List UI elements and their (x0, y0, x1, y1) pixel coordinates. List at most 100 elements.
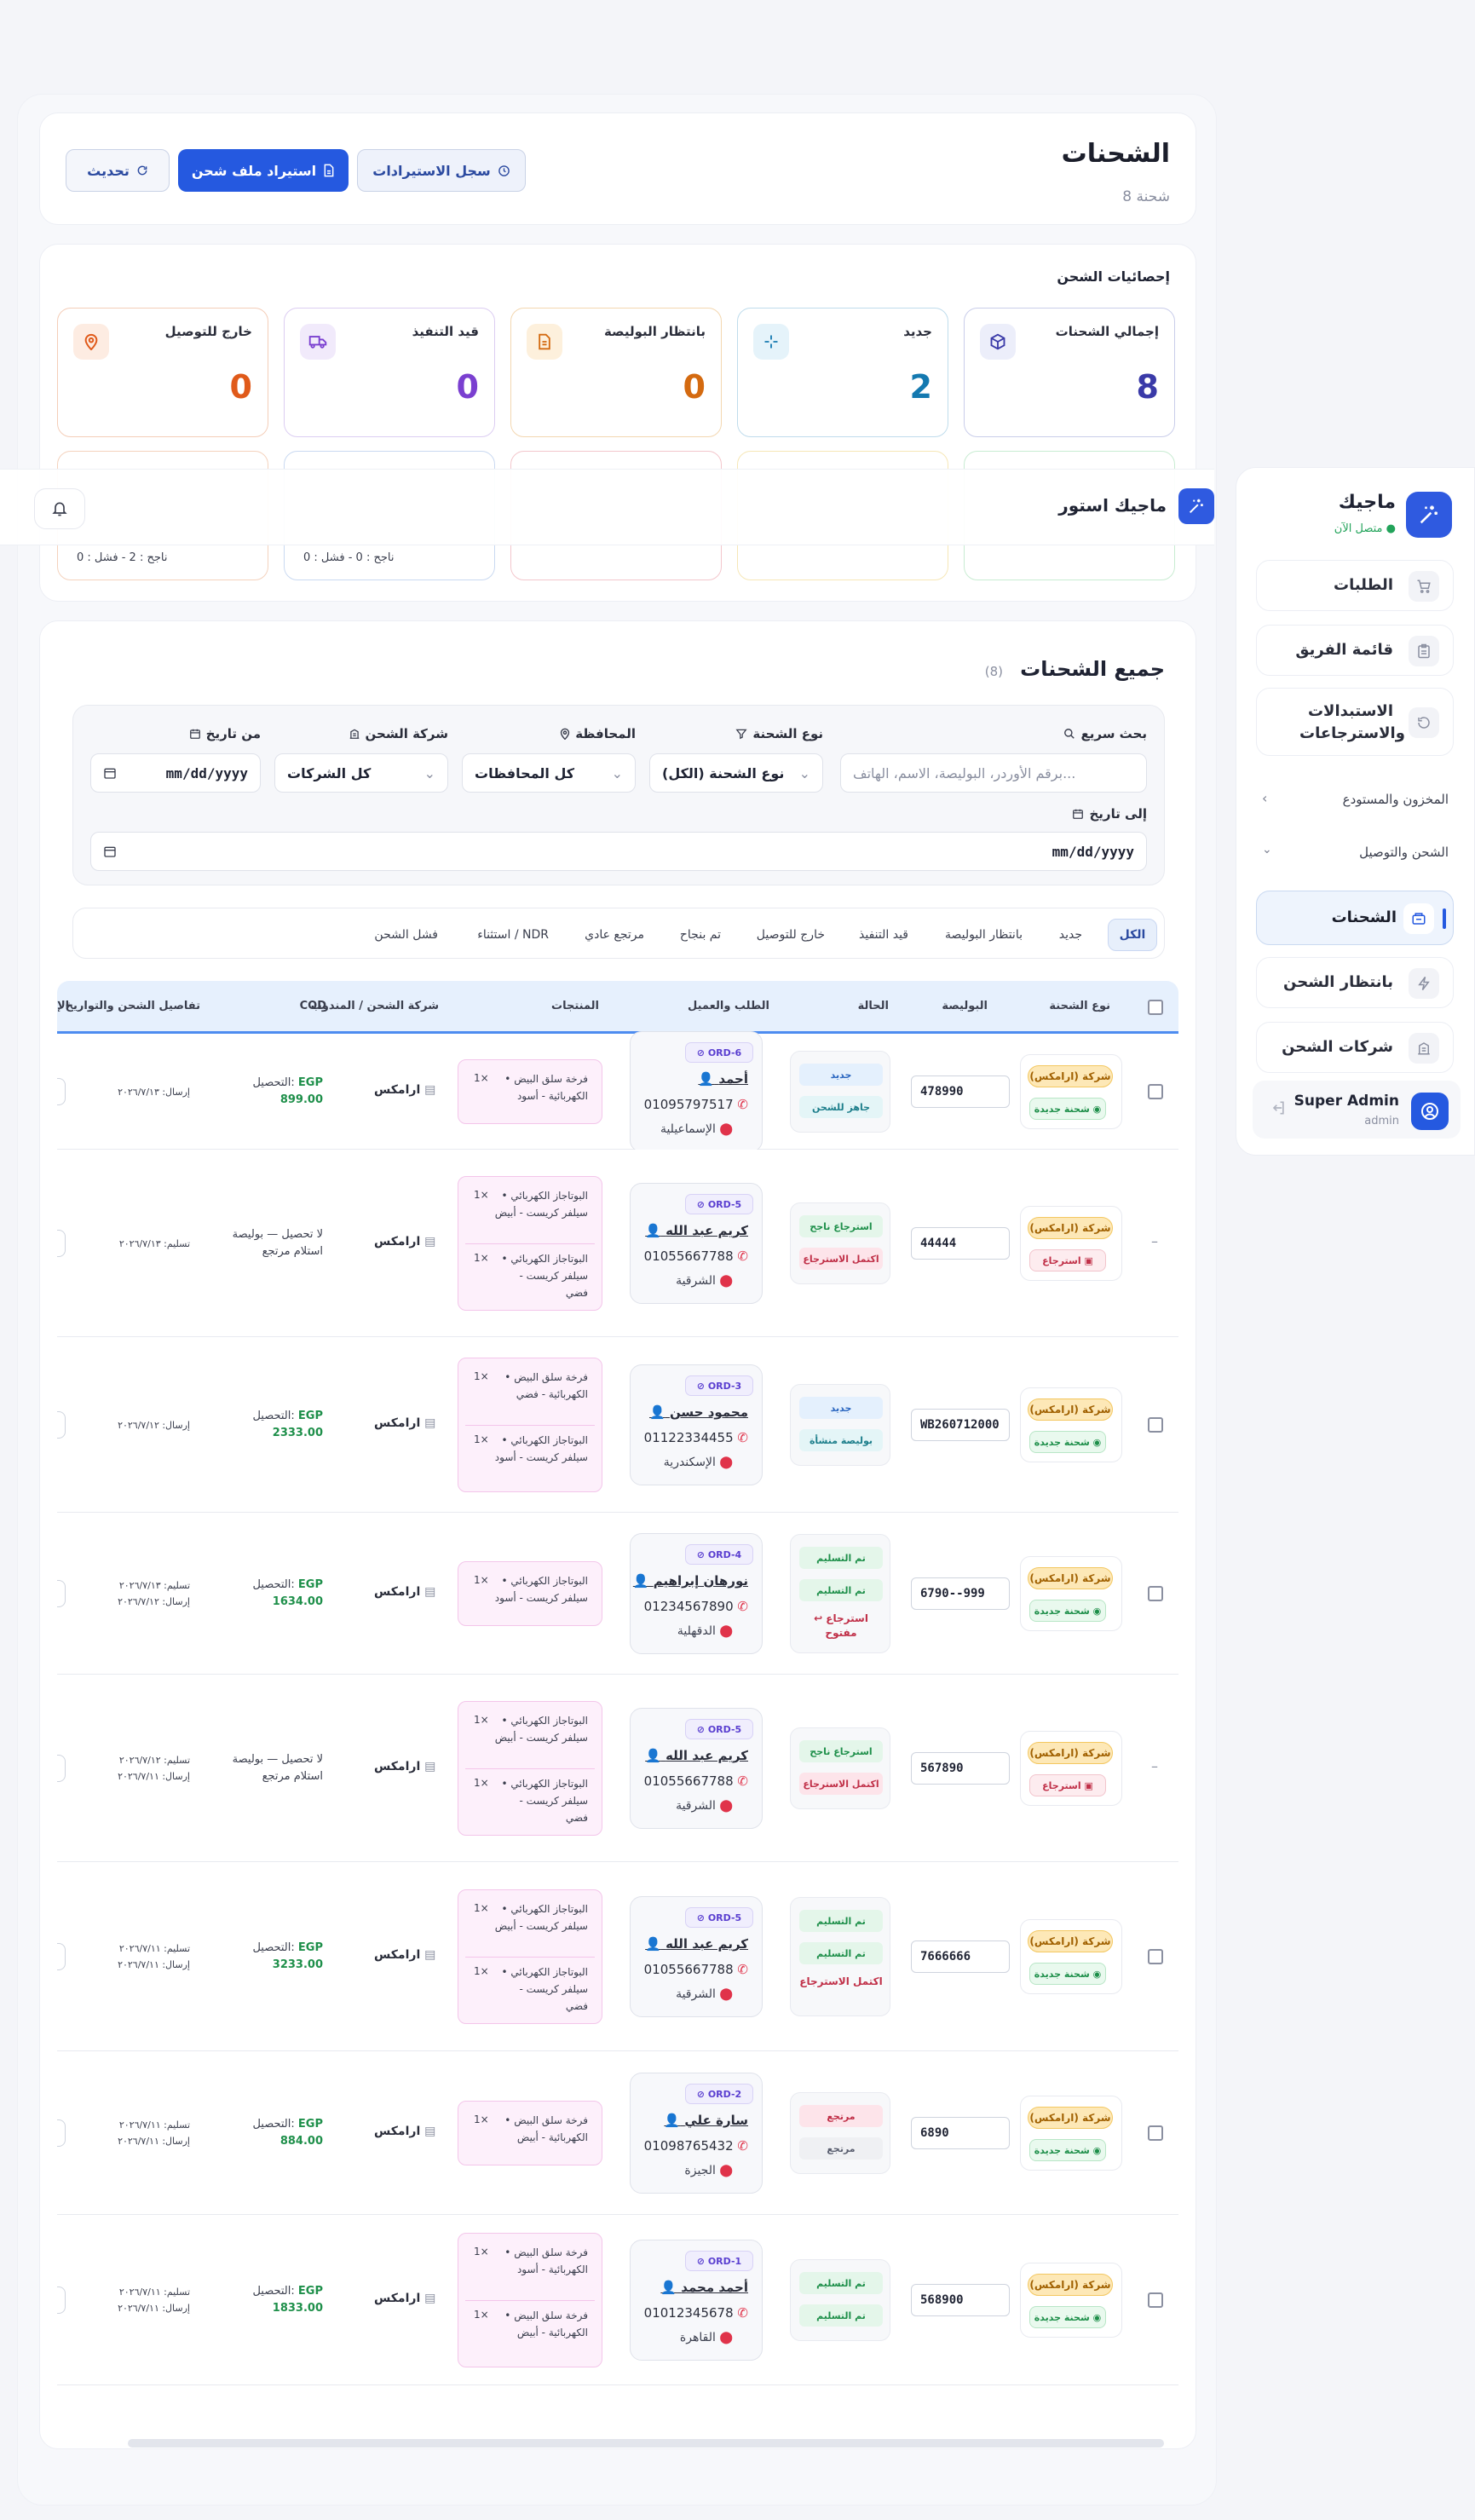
tab-exception-ndr[interactable]: استثناء / NDR (477, 928, 549, 942)
order-id-badge[interactable]: ⊘ ORD-6 (685, 1042, 753, 1063)
customer-name[interactable]: 👤 أحمد (698, 1071, 748, 1087)
select-all-checkbox[interactable] (1148, 1000, 1163, 1015)
shipping-date: إرسال: ٢٠٢٦/٧/١١ (118, 1771, 190, 1782)
row-checkbox[interactable] (1148, 1586, 1163, 1601)
row-action-cut[interactable] (57, 1078, 66, 1105)
awb-input[interactable]: 7666666 (911, 1940, 1010, 1973)
sidebar-item-orders[interactable]: الطلبات (1256, 560, 1454, 611)
shipment-type-select[interactable]: نوع الشحنة (الكل) ⌄ (649, 753, 823, 793)
notifications-button[interactable] (34, 488, 85, 529)
sidebar-item-shipments[interactable]: الشحنات (1256, 891, 1454, 945)
shipment-kind-label: شحنة جديدة (1034, 2311, 1090, 2323)
stat-card-out-for-delivery[interactable]: خارج للتوصيل 0 (57, 308, 268, 437)
table-row[interactable]: – شركة (ارامكس) استرجاع ▣ 44444 استرجاع ن… (57, 1150, 1178, 1337)
shipping-date: إرسال: ٢٠٢٦/٧/١٢ (118, 1419, 190, 1431)
row-action-cut[interactable] (57, 1411, 66, 1439)
governorate-select[interactable]: كل المحافظات ⌄ (462, 753, 636, 793)
calendar-icon (104, 846, 116, 857)
stat-card-new[interactable]: جديد 2 (737, 308, 948, 437)
awb-input[interactable]: WB260712000 (911, 1409, 1010, 1441)
stat-card-total[interactable]: إجمالي الشحنات 8 (964, 308, 1175, 437)
sidebar-item-team[interactable]: قائمة الفريق (1256, 625, 1454, 676)
row-action-cut[interactable] (57, 1580, 66, 1607)
customer-name[interactable]: 👤 كريم عبد الله (645, 1223, 748, 1238)
row-action-cut[interactable] (57, 2119, 66, 2147)
stat-card-awaiting-awb[interactable]: بانتظار البوليصة 0 (510, 308, 722, 437)
chevron-left-icon[interactable]: ‹ (1262, 790, 1268, 806)
table-row[interactable]: شركة (ارامكس) شحنة جديدة ◉ 568900 تم التس… (57, 2215, 1178, 2385)
tab-success[interactable]: تم بنجاح (679, 928, 721, 942)
customer-name[interactable]: 👤 نورهان إبراهيم (633, 1573, 748, 1589)
sidebar-item-exchanges-returns[interactable]: الاستبدالات والاسترجاعات (1256, 688, 1454, 756)
row-checkbox[interactable] (1148, 2292, 1163, 2308)
customer-name[interactable]: 👤 سارة علي (664, 2113, 748, 2128)
stat-card-in-progress[interactable]: قيد التنفيذ 0 (284, 308, 495, 437)
phone-icon: ✆ (737, 1248, 748, 1264)
cod-cell: لا تحصيل — بوليصة استلام مرتجع (232, 1228, 323, 1258)
order-id-badge[interactable]: ⊘ ORD-3 (685, 1375, 753, 1396)
table-row[interactable]: شركة (ارامكس) شحنة جديدة ◉ 6790--999 تم ا… (57, 1513, 1178, 1675)
logout-icon[interactable] (1270, 1099, 1287, 1120)
tab-normal-return[interactable]: مرتجع عادي (585, 928, 644, 942)
table-row[interactable]: شركة (ارامكس) شحنة جديدة ◉ 6890 مرتجع مرتج… (57, 2051, 1178, 2215)
tab-awaiting-awb[interactable]: بانتظار البوليصة (945, 928, 1023, 942)
status-pill: استرجاع ناجح (799, 1215, 883, 1237)
row-expand-dash[interactable]: – (1151, 1233, 1158, 1249)
table-row[interactable]: شركة (ارامكس) شحنة جديدة ◉ 478990 جديد جاه… (57, 1031, 1178, 1152)
awb-input[interactable]: 6790--999 (911, 1577, 1010, 1610)
row-action-cut[interactable] (57, 2286, 66, 2314)
city-name: الشرقية (676, 1799, 716, 1813)
company-value: كل الشركات (287, 764, 372, 781)
awb-input[interactable]: 478990 (911, 1075, 1010, 1108)
import-log-button[interactable]: سجل الاستيرادات (357, 149, 526, 192)
tab-failed[interactable]: فشل الشحن (374, 928, 438, 942)
table-row[interactable]: شركة (ارامكس) شحنة جديدة ◉ WB260712000 جد… (57, 1337, 1178, 1513)
row-checkbox[interactable] (1148, 2125, 1163, 2141)
table-row[interactable]: شركة (ارامكس) شحنة جديدة ◉ 7666666 تم الت… (57, 1862, 1178, 2051)
sidebar-section-warehouse[interactable]: المخزون والمستودع (1342, 792, 1449, 807)
status-pill: تم التسليم (799, 2304, 883, 2327)
row-action-cut[interactable] (57, 1755, 66, 1782)
row-checkbox[interactable] (1148, 1417, 1163, 1433)
city-name: الشرقية (676, 1274, 716, 1288)
dates-cell: إرسال: ٢٠٢٦/٧/١٣ (118, 1084, 190, 1100)
row-expand-dash[interactable]: – (1151, 1758, 1158, 1774)
company-select[interactable]: كل الشركات ⌄ (274, 753, 448, 793)
customer-name[interactable]: 👤 محمود حسن (649, 1404, 748, 1420)
row-checkbox[interactable] (1148, 1949, 1163, 1964)
tab-in-progress[interactable]: قيد التنفيذ (859, 928, 908, 942)
row-action-cut[interactable] (57, 1943, 66, 1970)
from-date-input[interactable]: mm/dd/yyyy (90, 753, 261, 793)
order-id-badge[interactable]: ⊘ ORD-1 (685, 2251, 753, 2271)
tab-all[interactable]: الكل (1108, 919, 1157, 951)
type-filter-label: نوع الشحنة (735, 726, 823, 741)
tab-out-for-delivery[interactable]: خارج للتوصيل (756, 928, 825, 942)
tab-new[interactable]: جديد (1058, 928, 1082, 942)
refresh-button[interactable]: تحديث (66, 149, 170, 192)
customer-name[interactable]: 👤 أحمد محمد (660, 2280, 748, 2295)
link-icon: ⊘ (696, 1198, 705, 1210)
order-id-badge[interactable]: ⊘ ORD-5 (685, 1719, 753, 1739)
table-row[interactable]: – شركة (ارامكس) استرجاع ▣ 567890 استرجاع … (57, 1675, 1178, 1862)
awb-input[interactable]: 567890 (911, 1752, 1010, 1785)
chevron-down-icon[interactable]: ⌄ (1262, 843, 1272, 856)
sidebar-item-awaiting-shipping[interactable]: بانتظار الشحن (1256, 957, 1454, 1008)
order-id-badge[interactable]: ⊘ ORD-2 (685, 2084, 753, 2104)
sidebar-item-shipping-companies[interactable]: شركات الشحن (1256, 1022, 1454, 1073)
to-date-input[interactable]: mm/dd/yyyy (90, 832, 1147, 871)
order-id-badge[interactable]: ⊘ ORD-5 (685, 1907, 753, 1928)
horizontal-scrollbar[interactable] (128, 2439, 1164, 2448)
customer-name[interactable]: 👤 كريم عبد الله (645, 1936, 748, 1952)
row-action-cut[interactable] (57, 1230, 66, 1257)
awb-input[interactable]: 568900 (911, 2284, 1010, 2316)
sidebar-section-shipping[interactable]: الشحن والتوصيل (1359, 845, 1449, 860)
order-id-badge[interactable]: ⊘ ORD-4 (685, 1544, 753, 1565)
import-shipping-file-button[interactable]: استيراد ملف شحن (178, 149, 349, 192)
awb-input[interactable]: 44444 (911, 1227, 1010, 1260)
customer-name[interactable]: 👤 كريم عبد الله (645, 1748, 748, 1763)
search-input[interactable]: برقم الأوردر، البوليصة، الاسم، الهاتف... (840, 753, 1147, 793)
user-profile[interactable]: Super Admin admin (1253, 1081, 1461, 1139)
awb-input[interactable]: 6890 (911, 2117, 1010, 2149)
row-checkbox[interactable] (1148, 1084, 1163, 1099)
order-id-badge[interactable]: ⊘ ORD-5 (685, 1194, 753, 1214)
